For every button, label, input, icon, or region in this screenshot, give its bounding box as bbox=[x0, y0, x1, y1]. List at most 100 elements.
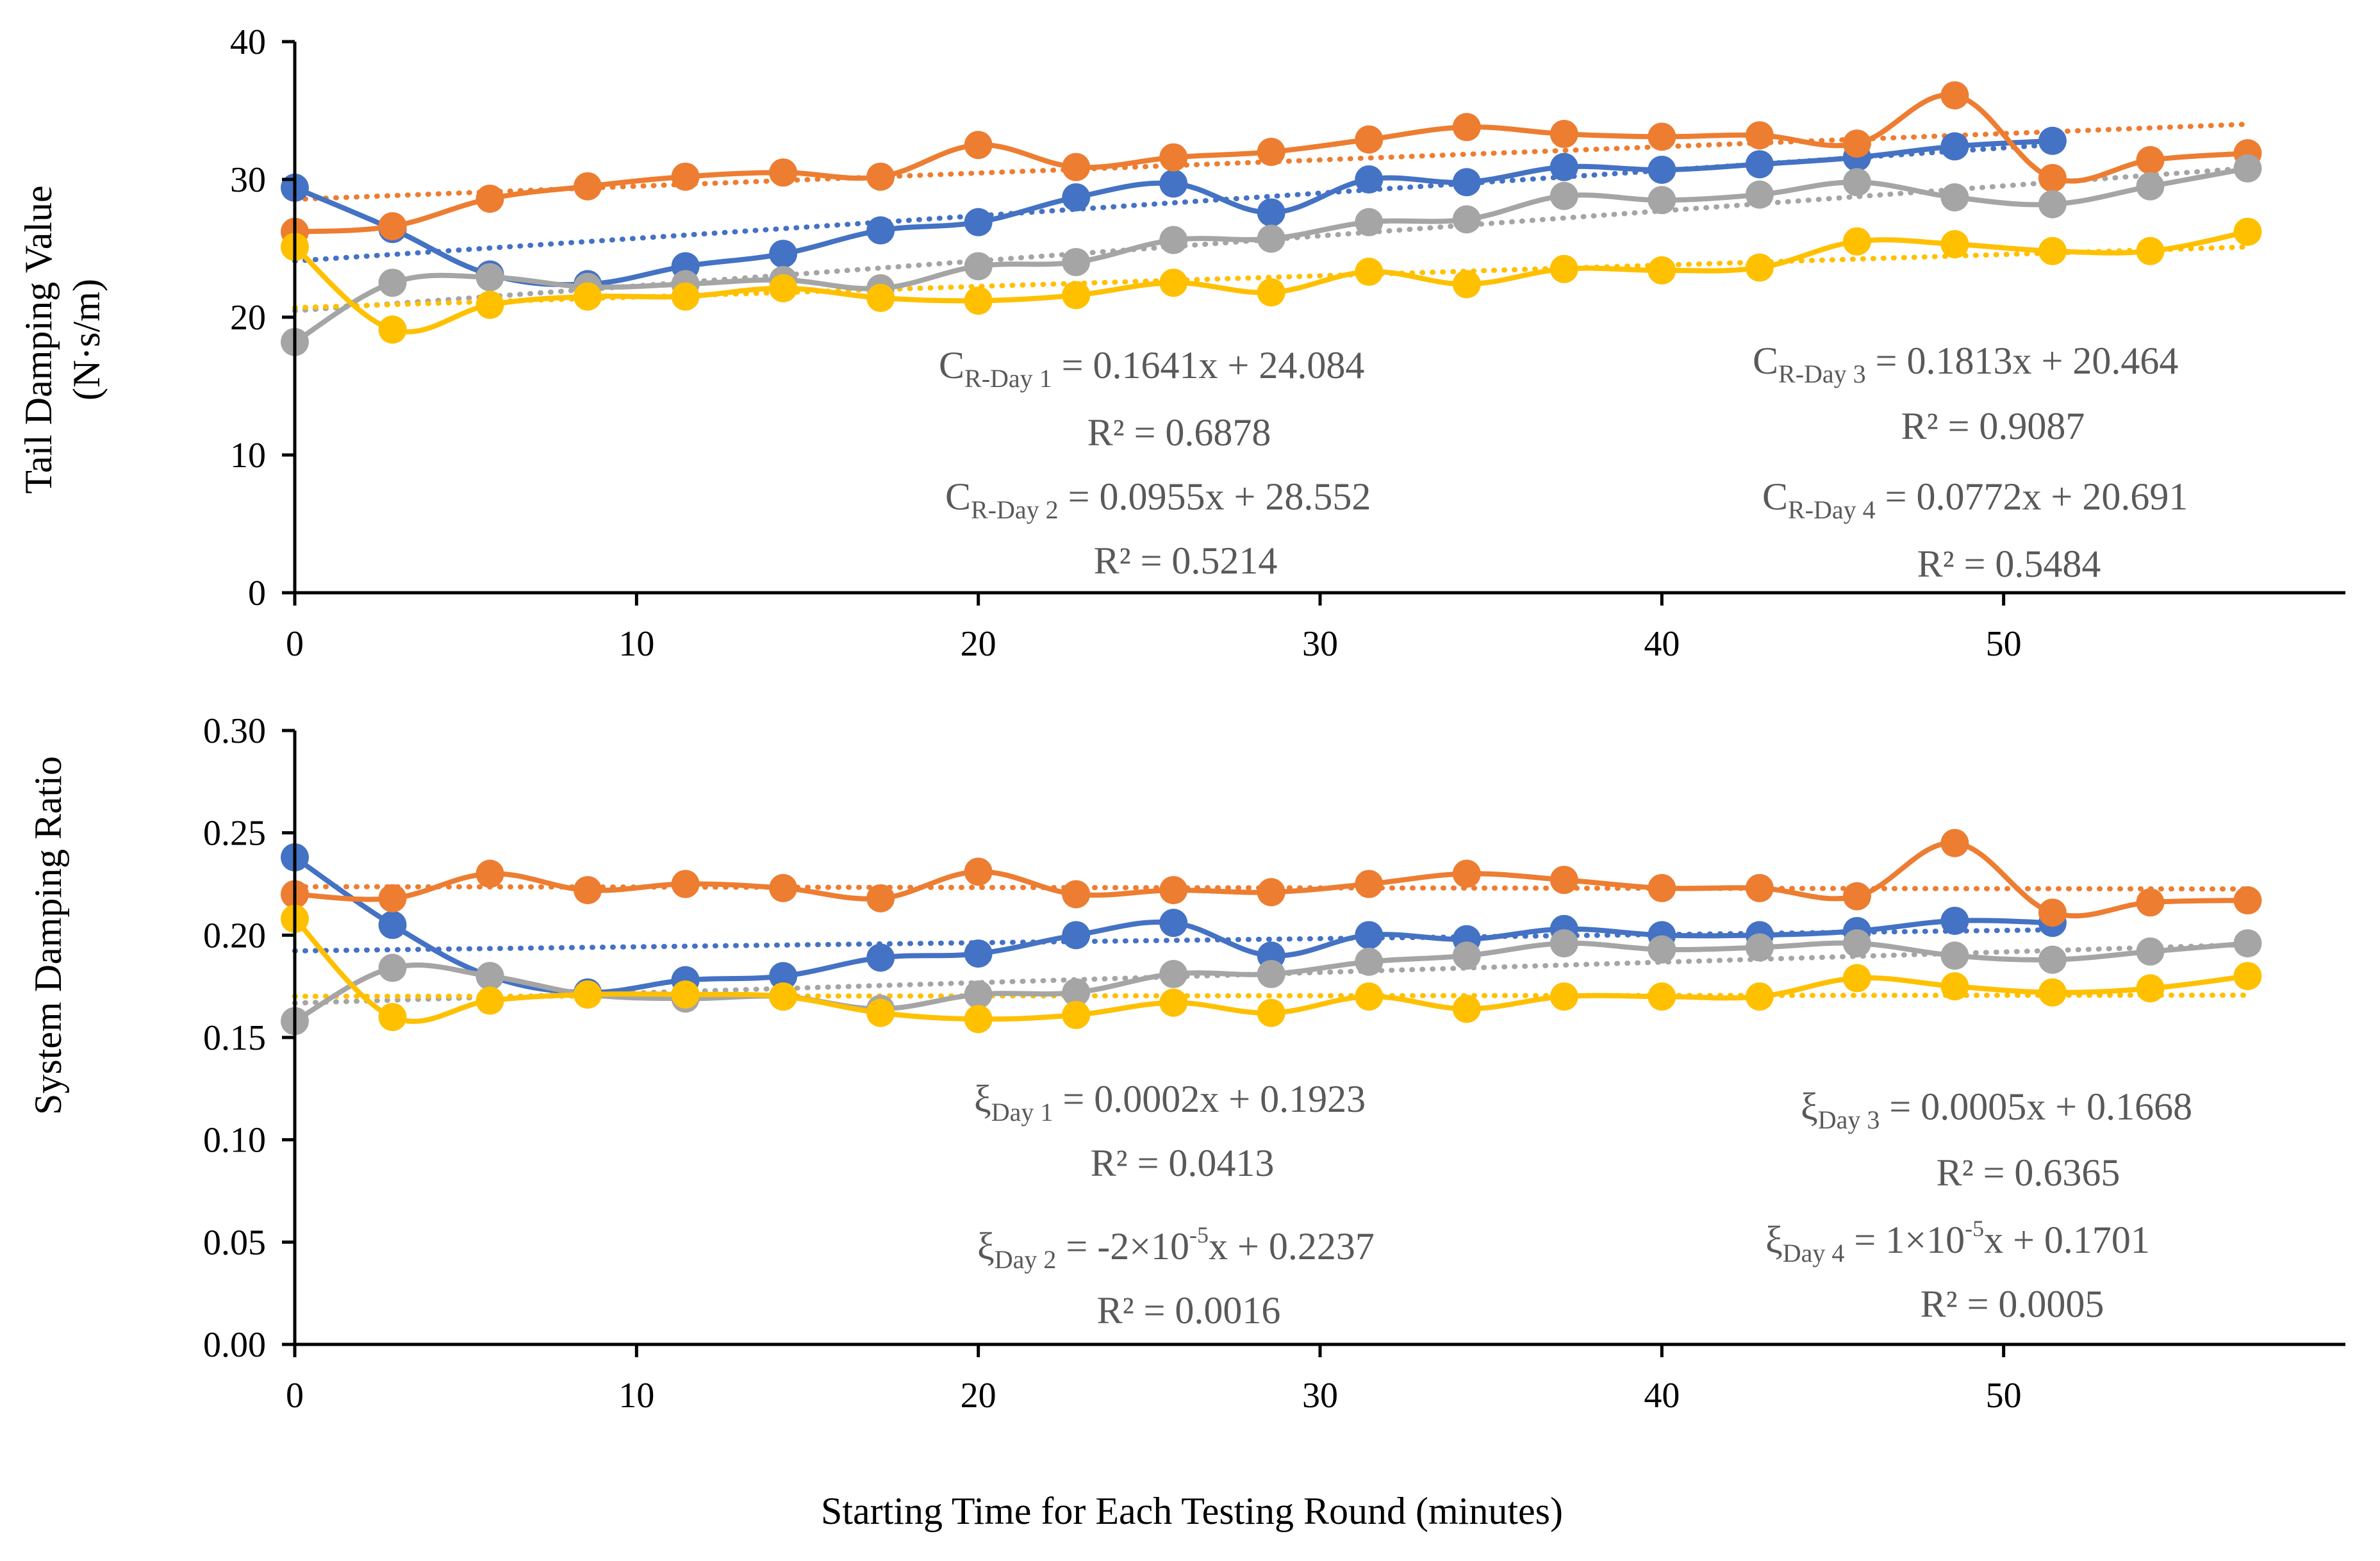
bottom-point-day-3-16 bbox=[1842, 929, 1871, 958]
bottom-point-day-4-15 bbox=[1745, 982, 1774, 1011]
bottom-r2-day2: R² = 0.0016 bbox=[1097, 1289, 1281, 1332]
bottom-y-tick-label-2: 0.10 bbox=[203, 1121, 266, 1160]
top-equation-day4: CR-Day 4 = 0.0772x + 20.691 R² = 0.5484 bbox=[1762, 475, 2188, 585]
bottom-y-tick-label-5: 0.25 bbox=[203, 814, 266, 854]
top-point-day-4-2 bbox=[475, 290, 504, 319]
bottom-point-day-3-1 bbox=[378, 954, 407, 982]
bottom-point-day-2-3 bbox=[574, 876, 602, 905]
top-point-day-2-8 bbox=[1062, 153, 1091, 181]
bottom-x-tick-label-5: 50 bbox=[1986, 1376, 2022, 1416]
top-point-day-4-1 bbox=[378, 315, 407, 344]
bottom-x-tick-label-0: 0 bbox=[286, 1376, 304, 1416]
bottom-equation-day1: ξDay 1 = 0.0002x + 0.1923 R² = 0.0413 bbox=[974, 1078, 1366, 1184]
bottom-point-day-1-7 bbox=[964, 939, 993, 968]
bottom-point-day-2-1 bbox=[378, 884, 407, 913]
bottom-equation-day2: ξDay 2 = -2×10-5x + 0.2237 R² = 0.0016 bbox=[977, 1222, 1375, 1332]
top-y-tick-label-3: 30 bbox=[230, 160, 266, 200]
top-r2-day3: R² = 0.9087 bbox=[1901, 405, 2085, 447]
top-point-day-2-13 bbox=[1549, 120, 1578, 149]
top-point-day-2-14 bbox=[1648, 122, 1676, 151]
top-point-day-1-13 bbox=[1549, 153, 1578, 181]
top-point-day-4-16 bbox=[1842, 227, 1871, 256]
top-point-day-4-6 bbox=[866, 283, 895, 312]
top-point-day-2-16 bbox=[1842, 129, 1871, 158]
bottom-point-day-1-1 bbox=[378, 911, 407, 939]
bottom-point-day-4-11 bbox=[1355, 982, 1384, 1011]
bottom-point-day-2-4 bbox=[671, 870, 700, 898]
top-point-day-3-20 bbox=[2233, 154, 2262, 183]
bottom-point-day-2-7 bbox=[964, 857, 993, 886]
top-point-day-1-18 bbox=[2038, 126, 2067, 155]
bottom-point-day-4-12 bbox=[1452, 995, 1481, 1023]
top-x-tick-label-0: 0 bbox=[286, 624, 304, 664]
x-axis-title: Starting Time for Each Testing Round (mi… bbox=[821, 1490, 1563, 1532]
chart-damping-ratio: 0.000.050.100.150.200.250.300 10 20 30 40 50 … bbox=[27, 711, 2345, 1416]
bottom-point-day-4-4 bbox=[671, 980, 700, 1009]
top-point-day-4-13 bbox=[1549, 254, 1578, 283]
top-point-day-2-6 bbox=[866, 162, 895, 191]
bottom-r2-day1: R² = 0.0413 bbox=[1091, 1142, 1275, 1184]
bottom-eq-day3-line: ξDay 3 = 0.0005x + 0.1668 bbox=[1801, 1086, 2192, 1134]
bottom-point-day-3-19 bbox=[2136, 937, 2165, 966]
top-point-day-3-19 bbox=[2136, 172, 2165, 201]
bottom-point-day-4-9 bbox=[1159, 988, 1188, 1017]
top-point-day-3-2 bbox=[475, 263, 504, 292]
top-series-layer bbox=[281, 81, 2262, 356]
top-point-day-4-7 bbox=[964, 286, 993, 315]
top-point-day-1-11 bbox=[1355, 165, 1384, 194]
top-point-day-1-10 bbox=[1257, 198, 1285, 227]
bottom-equation-day3: ξDay 3 = 0.0005x + 0.1668 R² = 0.6365 bbox=[1801, 1086, 2192, 1194]
top-point-day-2-10 bbox=[1257, 138, 1285, 166]
bottom-point-day-4-2 bbox=[475, 986, 504, 1015]
bottom-point-day-2-16 bbox=[1842, 882, 1871, 911]
bottom-x-tick-label-1: 10 bbox=[618, 1376, 654, 1416]
top-point-day-4-4 bbox=[671, 282, 700, 311]
bottom-point-day-3-12 bbox=[1452, 941, 1481, 970]
bottom-point-day-2-19 bbox=[2136, 888, 2165, 917]
top-y-tick-label-1: 10 bbox=[230, 436, 266, 475]
bottom-point-day-4-18 bbox=[2038, 978, 2067, 1007]
top-point-day-2-2 bbox=[475, 185, 504, 213]
top-point-day-4-20 bbox=[2233, 217, 2262, 246]
bottom-point-day-2-8 bbox=[1062, 880, 1091, 909]
bottom-point-day-3-9 bbox=[1159, 960, 1188, 989]
bottom-eq-day1-line: ξDay 1 = 0.0002x + 0.1923 bbox=[974, 1078, 1366, 1127]
top-point-day-2-3 bbox=[574, 172, 602, 201]
top-point-day-4-3 bbox=[574, 282, 602, 311]
bottom-point-day-3-20 bbox=[2233, 929, 2262, 958]
top-point-day-1-15 bbox=[1745, 150, 1774, 179]
top-point-day-3-15 bbox=[1745, 180, 1774, 209]
bottom-point-day-2-20 bbox=[2233, 886, 2262, 915]
top-point-day-1-8 bbox=[1062, 183, 1091, 211]
bottom-point-day-4-7 bbox=[964, 1005, 993, 1034]
bottom-point-day-4-10 bbox=[1257, 998, 1285, 1027]
bottom-point-day-1-9 bbox=[1159, 909, 1188, 937]
top-r2-day1: R² = 0.6878 bbox=[1087, 411, 1271, 454]
bottom-y-axis-title: System Damping Ratio bbox=[27, 756, 69, 1115]
bottom-point-day-4-14 bbox=[1648, 982, 1676, 1011]
top-point-day-1-6 bbox=[866, 216, 895, 245]
bottom-axes-layer: 0.00 0.05 0.10 0.15 0.20 0.25 0.30 0 10 20 30 40 50 bbox=[203, 711, 2345, 1416]
top-point-day-4-5 bbox=[769, 274, 798, 302]
top-point-day-3-11 bbox=[1355, 208, 1384, 236]
top-y-tick-label-0: 0 bbox=[248, 574, 266, 613]
top-x-tick-label-3: 30 bbox=[1302, 624, 1338, 664]
top-point-day-2-11 bbox=[1355, 125, 1384, 154]
bottom-point-day-4-19 bbox=[2136, 974, 2165, 1003]
bottom-point-day-1-17 bbox=[1940, 906, 1969, 935]
top-point-day-2-4 bbox=[671, 162, 700, 191]
bottom-point-day-4-5 bbox=[769, 982, 798, 1011]
top-x-tick-label-1: 10 bbox=[618, 624, 654, 664]
top-point-day-4-12 bbox=[1452, 270, 1481, 299]
bottom-y-tick-label-6: 0.30 bbox=[203, 711, 266, 751]
bottom-point-day-3-18 bbox=[2038, 945, 2067, 974]
top-point-day-3-9 bbox=[1159, 226, 1188, 254]
top-point-day-2-1 bbox=[378, 212, 407, 241]
bottom-r2-day3: R² = 0.6365 bbox=[1937, 1152, 2120, 1194]
top-point-day-2-18 bbox=[2038, 163, 2067, 192]
top-point-day-2-9 bbox=[1159, 143, 1188, 172]
top-point-day-3-7 bbox=[964, 252, 993, 281]
top-point-day-2-15 bbox=[1745, 121, 1774, 150]
top-x-tick-label-2: 20 bbox=[961, 624, 996, 664]
